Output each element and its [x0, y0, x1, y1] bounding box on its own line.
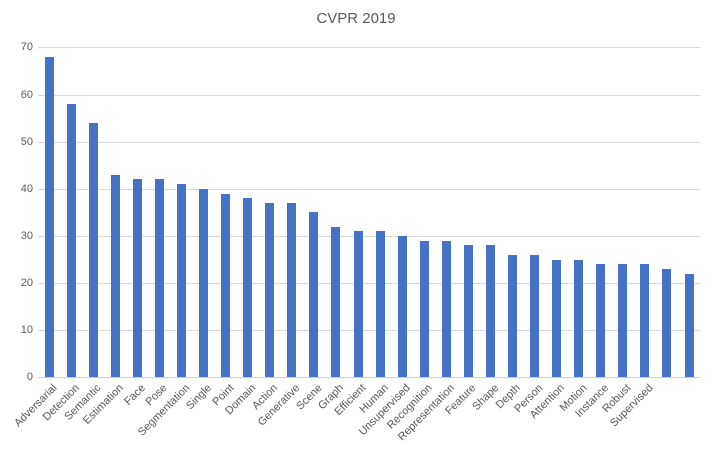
bar-motion	[574, 259, 584, 378]
gridline-30	[38, 236, 700, 237]
chart-title: CVPR 2019	[316, 10, 396, 27]
bar-depth	[507, 254, 517, 378]
gridline-40	[38, 189, 700, 190]
bar-point	[221, 193, 231, 378]
y-axis-tick-label: 60	[20, 89, 33, 101]
bar-scene	[309, 212, 319, 378]
bar-pose	[154, 179, 164, 378]
bar-supervised	[640, 264, 650, 378]
bar-unlabeled-29	[684, 273, 694, 378]
bar-efficient	[353, 231, 363, 378]
bar-unsupervised	[397, 236, 407, 378]
bar-instance	[596, 264, 606, 378]
bar-domain	[243, 198, 253, 378]
bar-single	[199, 188, 208, 378]
bar-face	[132, 179, 142, 378]
gridline-50	[38, 142, 700, 143]
bar-generative	[287, 203, 297, 378]
bar-unlabeled-28	[662, 269, 672, 378]
bar-human	[375, 231, 385, 378]
y-axis-tick-label: 0	[26, 371, 33, 383]
bar-attention	[552, 259, 562, 378]
bar-semantic	[88, 122, 98, 378]
gridline-70	[38, 47, 700, 48]
y-axis-tick-label: 10	[20, 324, 33, 336]
gridline-10	[38, 330, 700, 331]
bar-action	[265, 203, 275, 378]
gridline-60	[38, 95, 700, 96]
x-axis-category-label: Face	[121, 382, 148, 409]
bar-person	[530, 254, 539, 378]
y-axis-tick-label: 50	[20, 136, 33, 148]
bar-recognition	[419, 240, 429, 378]
bar-robust	[618, 264, 628, 378]
y-axis-tick-label: 20	[20, 277, 33, 289]
bar-estimation	[110, 174, 120, 378]
x-axis-line	[38, 377, 700, 378]
bar-shape	[485, 245, 495, 378]
bar-graph	[331, 226, 341, 378]
gridline-20	[38, 283, 700, 284]
bar-representation	[441, 240, 451, 378]
y-axis-tick-label: 30	[20, 230, 33, 242]
y-axis-tick-label: 70	[20, 41, 33, 53]
bar-feature	[463, 245, 473, 378]
bar-detection	[66, 104, 76, 378]
bar-segmentation	[176, 184, 186, 378]
y-axis-tick-label: 40	[20, 183, 33, 195]
bar-adversarial	[44, 56, 54, 378]
